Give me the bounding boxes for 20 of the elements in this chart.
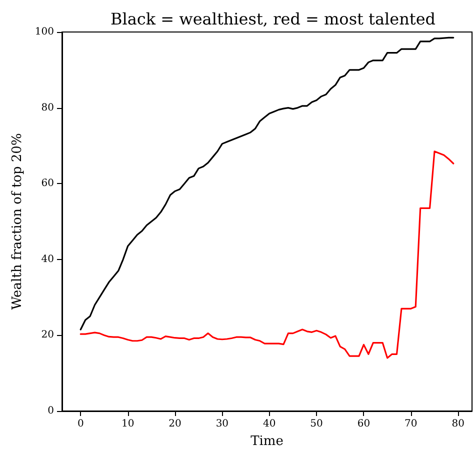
- y-tick-label: 40: [41, 254, 54, 265]
- x-tick-label: 0: [77, 418, 84, 430]
- y-tick-label: 100: [34, 26, 54, 38]
- y-tick-label: 0: [48, 406, 54, 416]
- x-axis-title: Time: [250, 434, 284, 449]
- y-axis-title: Wealth fraction of top 20%: [10, 133, 25, 310]
- x-tick-label: 20: [168, 418, 182, 430]
- x-tick-label: 60: [357, 418, 370, 430]
- line-series: [80, 36, 454, 330]
- x-tick-label: 50: [310, 418, 323, 430]
- x-tick-label: 80: [452, 418, 464, 430]
- x-tick-label: 10: [121, 418, 134, 430]
- y-tick-label: 60: [41, 178, 54, 190]
- x-tick-label: 40: [262, 418, 276, 430]
- x-tick-label: 30: [216, 418, 229, 430]
- y-tick-label: 20: [41, 330, 54, 341]
- chart-title: Black = wealthiest, red = most talented: [110, 10, 436, 28]
- y-tick-label: 80: [41, 102, 54, 114]
- line-series: [80, 150, 454, 359]
- x-tick-label: 70: [404, 418, 418, 430]
